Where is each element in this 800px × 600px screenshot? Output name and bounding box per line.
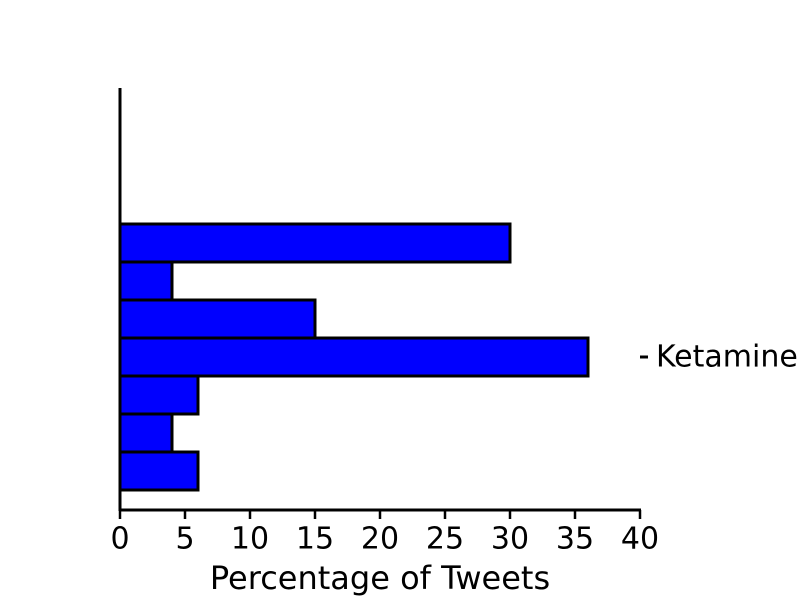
x-tick-label: 5: [175, 522, 194, 557]
bar: [118, 222, 512, 264]
x-axis-label: Percentage of Tweets: [210, 559, 550, 597]
x-tick-label: 25: [426, 522, 464, 557]
annotation: Ketamine: [656, 340, 798, 375]
x-tick-label: 40: [621, 522, 659, 557]
x-tick-label: 30: [491, 522, 529, 557]
x-tick-label: 10: [231, 522, 269, 557]
x-tick-label: 15: [296, 522, 334, 557]
x-tick-label: 0: [110, 522, 129, 557]
bar: [118, 412, 174, 454]
bar: [118, 374, 200, 416]
x-tick-label: 20: [361, 522, 399, 557]
x-tick-label: 35: [556, 522, 594, 557]
bar: [118, 260, 174, 302]
bar: [118, 450, 200, 492]
bar: [118, 298, 317, 340]
bar: [118, 336, 590, 378]
